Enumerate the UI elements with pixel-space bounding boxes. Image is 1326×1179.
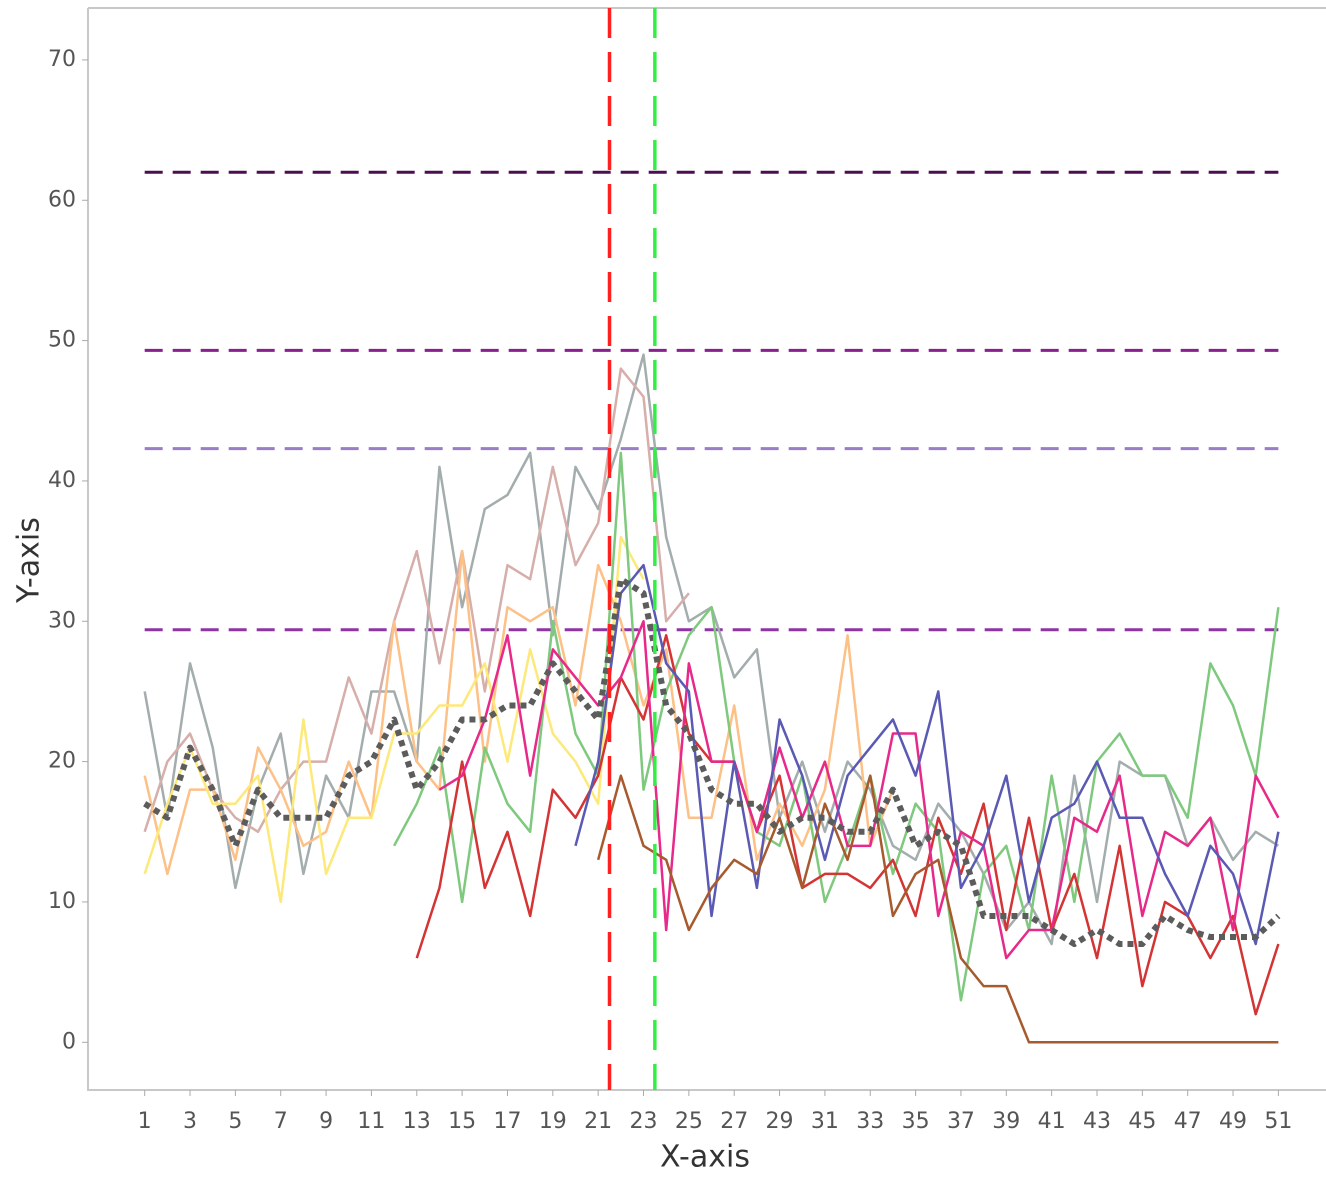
x-tick-label: 11 xyxy=(357,1109,385,1134)
x-tick-label: 41 xyxy=(1038,1109,1066,1134)
series-line xyxy=(438,620,1280,960)
y-tick-label: 30 xyxy=(48,608,76,633)
y-tick-label: 10 xyxy=(48,889,76,914)
series-line xyxy=(143,535,645,904)
x-tick-label: 23 xyxy=(630,1109,658,1134)
series-line xyxy=(596,774,1279,1044)
series-line xyxy=(415,634,1280,1016)
y-axis-label: Y-axis xyxy=(12,517,47,604)
x-tick-label: 51 xyxy=(1264,1109,1292,1134)
series-line xyxy=(574,563,1280,946)
y-tick-label: 40 xyxy=(48,468,76,493)
x-tick-label: 33 xyxy=(856,1109,884,1134)
x-tick-label: 7 xyxy=(274,1109,288,1134)
x-tick-label: 39 xyxy=(992,1109,1020,1134)
x-tick-label: 1 xyxy=(138,1109,152,1134)
y-tick-label: 70 xyxy=(48,47,76,72)
x-tick-label: 31 xyxy=(811,1109,839,1134)
x-tick-label: 27 xyxy=(720,1109,748,1134)
x-tick-label: 43 xyxy=(1083,1109,1111,1134)
plot-frame xyxy=(87,7,1326,1091)
series-line xyxy=(392,451,1280,1002)
x-tick-label: 49 xyxy=(1219,1109,1247,1134)
y-tick-label: 20 xyxy=(48,749,76,774)
series-line xyxy=(143,549,895,876)
x-tick-label: 21 xyxy=(584,1109,612,1134)
y-tick-label: 0 xyxy=(62,1029,76,1054)
x-tick-label: 37 xyxy=(947,1109,975,1134)
x-tick-label: 9 xyxy=(319,1109,333,1134)
x-tick-label: 15 xyxy=(448,1109,476,1134)
series-line xyxy=(143,367,690,834)
x-tick-label: 3 xyxy=(183,1109,197,1134)
x-tick-label: 47 xyxy=(1174,1109,1202,1134)
x-tick-label: 25 xyxy=(675,1109,703,1134)
series-line xyxy=(143,353,1280,946)
x-axis-label: X-axis xyxy=(660,1140,750,1175)
x-tick-label: 29 xyxy=(766,1109,794,1134)
x-tick-label: 19 xyxy=(539,1109,567,1134)
y-tick-label: 50 xyxy=(48,328,76,353)
series-line xyxy=(143,576,1281,948)
x-tick-label: 35 xyxy=(902,1109,930,1134)
x-tick-label: 45 xyxy=(1128,1109,1156,1134)
x-tick-label: 17 xyxy=(493,1109,521,1134)
y-tick-label: 60 xyxy=(48,187,76,212)
x-tick-label: 13 xyxy=(403,1109,431,1134)
x-tick-label: 5 xyxy=(228,1109,242,1134)
